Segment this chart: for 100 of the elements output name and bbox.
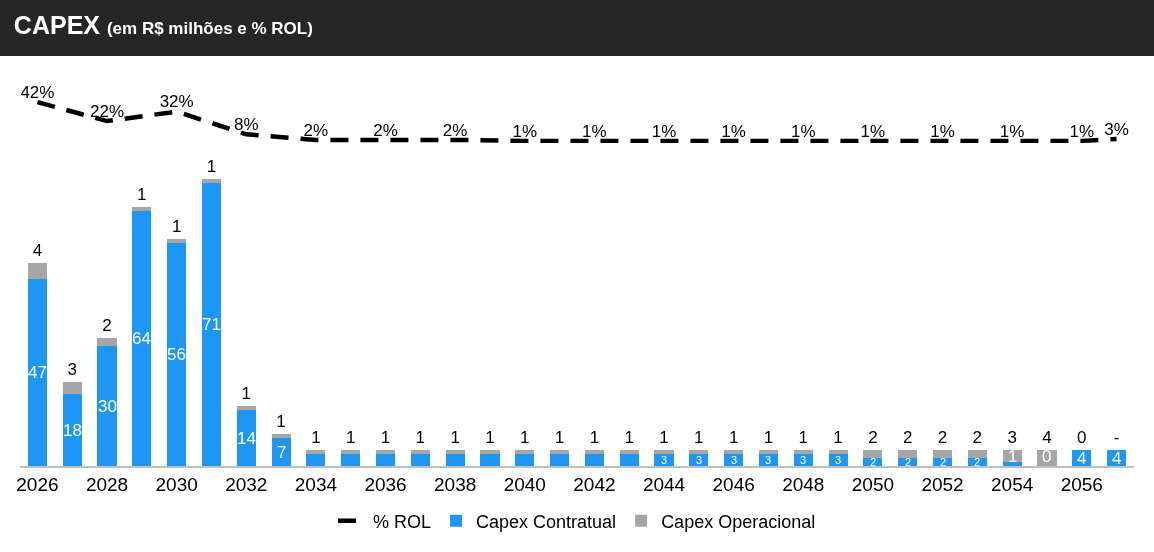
chart-title: CAPEX — [13, 11, 101, 40]
data-label: 1% — [860, 121, 886, 141]
data-label: 3 — [731, 454, 738, 466]
data-label: 71 — [202, 315, 221, 334]
bar — [201, 179, 222, 184]
bar — [515, 450, 535, 455]
data-label: 1 — [833, 428, 843, 448]
legend-label: Capex Contratual — [476, 511, 617, 532]
data-label: 2 — [972, 428, 983, 448]
x-tick-label: 2042 — [573, 473, 616, 495]
data-label: 4 — [1077, 449, 1087, 468]
data-label: 3% — [1104, 119, 1129, 139]
bar — [375, 454, 396, 466]
bar — [306, 454, 326, 466]
data-label: 2 — [937, 428, 948, 448]
bar — [724, 450, 744, 455]
data-label: 42% — [20, 82, 55, 102]
bar — [271, 438, 291, 466]
data-label: 1 — [554, 428, 565, 448]
bar — [132, 210, 152, 466]
data-label: - — [1113, 428, 1120, 448]
data-label: 1 — [276, 412, 286, 432]
data-label: 30 — [98, 397, 117, 416]
x-tick-label: 2038 — [434, 473, 477, 495]
data-label: 3 — [696, 454, 703, 466]
bar — [201, 183, 222, 466]
bar — [236, 410, 256, 466]
x-tick-label: 2054 — [991, 473, 1034, 495]
data-label: 1 — [206, 157, 217, 177]
data-label: 1 — [241, 384, 252, 404]
bar — [132, 206, 152, 211]
bar — [167, 242, 187, 466]
x-tick-label: 2050 — [851, 473, 895, 495]
bar — [758, 450, 779, 455]
x-tick-label: 2046 — [712, 473, 755, 495]
data-label: 64 — [132, 329, 151, 348]
bar — [550, 450, 570, 455]
data-label: 47 — [28, 363, 47, 382]
bar — [62, 382, 82, 395]
data-label: 2 — [868, 428, 878, 448]
legend-label: % ROL — [373, 511, 432, 532]
data-label: 1 — [171, 216, 182, 236]
x-tick-label: 2032 — [225, 473, 268, 495]
data-label: 1 — [798, 428, 809, 448]
data-label: 1 — [380, 428, 391, 448]
data-label: 2 — [870, 456, 877, 468]
bar — [619, 450, 639, 455]
x-tick-label: 2028 — [85, 473, 129, 495]
data-label: 14 — [237, 429, 256, 448]
x-tick-label: 2040 — [503, 473, 546, 495]
chart-subtitle: (em R$ milhões e % ROL) — [106, 19, 313, 39]
x-tick-label: 2030 — [155, 473, 198, 495]
data-label: 1 — [694, 428, 704, 448]
data-label: 2% — [442, 120, 468, 140]
data-label: 1 — [137, 184, 147, 204]
bar — [236, 406, 256, 411]
data-label: 1% — [999, 121, 1025, 141]
bar — [97, 338, 117, 347]
data-label: 3 — [800, 454, 807, 466]
x-tick-label: 2048 — [782, 473, 825, 495]
data-label: 1 — [520, 428, 530, 448]
bar — [410, 454, 430, 466]
data-label: 1 — [485, 428, 495, 448]
bar — [584, 454, 604, 466]
data-label: 2 — [102, 316, 112, 336]
data-label: 1 — [1008, 447, 1018, 466]
x-tick-label: 2056 — [1060, 473, 1103, 495]
x-tick-label: 2044 — [642, 473, 686, 495]
data-label: 2 — [905, 456, 912, 468]
data-label: 1 — [589, 428, 600, 448]
data-label: 1% — [930, 121, 955, 141]
bar — [584, 450, 604, 455]
data-label: 18 — [63, 421, 82, 440]
data-label: 1 — [345, 428, 356, 448]
bar — [654, 450, 674, 455]
data-label: 1% — [1069, 121, 1095, 141]
data-label: 2 — [902, 428, 913, 448]
bar — [480, 454, 500, 466]
bar — [410, 450, 430, 455]
bar — [793, 450, 813, 455]
bar — [863, 450, 883, 459]
bar — [1002, 462, 1022, 466]
bar — [97, 346, 117, 466]
data-label: 4 — [32, 240, 43, 260]
bar — [550, 454, 570, 466]
data-label: 0 — [1042, 447, 1052, 466]
data-label: 1 — [311, 428, 321, 448]
data-label: 2 — [940, 456, 947, 468]
data-label: 7 — [277, 443, 287, 462]
data-label: 1 — [450, 428, 460, 448]
data-label: 1% — [512, 121, 538, 141]
bar — [515, 454, 535, 466]
data-label: 1 — [728, 428, 739, 448]
data-label: 2% — [303, 120, 329, 140]
data-label: 1% — [651, 121, 677, 141]
bar — [689, 450, 709, 455]
data-label: 22% — [90, 101, 125, 121]
data-label: 3 — [67, 360, 77, 380]
data-label: 1 — [624, 428, 634, 448]
data-label: 8% — [233, 115, 259, 135]
